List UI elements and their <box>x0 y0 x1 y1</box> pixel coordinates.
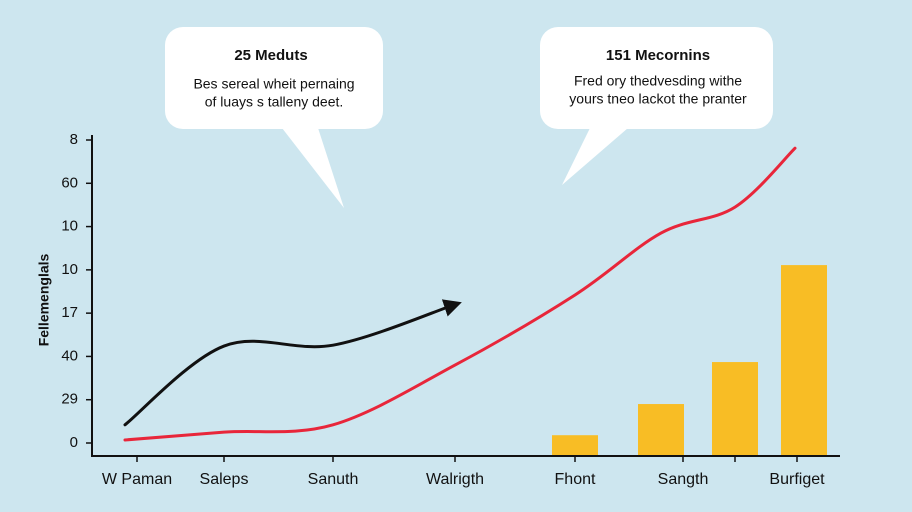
x-tick-label: Walrigth <box>426 471 484 488</box>
y-tick-label: 8 <box>70 131 78 148</box>
bubble-text: of luays s talleny deet. <box>205 94 344 110</box>
y-axis-label: Fellemenglals <box>36 253 52 346</box>
y-tick-label: 17 <box>61 304 78 321</box>
bar <box>552 435 598 455</box>
callout-2: 151 Mecornins Fred ory thedvesding withe… <box>540 27 773 185</box>
x-tick-label: Saleps <box>200 471 249 488</box>
y-tick-label: 10 <box>61 218 78 235</box>
x-tick-label: Fhont <box>555 471 596 488</box>
bar <box>638 404 684 455</box>
bubble-text: Bes sereal wheit pernaing <box>193 76 354 92</box>
line <box>123 146 797 442</box>
x-tick-label: Burfiget <box>769 471 825 488</box>
line <box>123 299 462 427</box>
x-tick-label: Sangth <box>658 471 709 488</box>
y-tick-label: 29 <box>61 391 78 408</box>
y-tick-label: 40 <box>61 347 78 364</box>
x-tick-label: Sanuth <box>308 471 359 488</box>
bar <box>781 265 827 455</box>
bubble-text: Fred ory thedvesding withe <box>574 73 742 89</box>
y-tick-label: 0 <box>70 434 78 451</box>
bubble-title: 25 Meduts <box>234 47 307 64</box>
bubble <box>165 27 383 129</box>
bubble-tail <box>282 128 344 208</box>
x-tick-label: W Paman <box>102 471 172 488</box>
bubble-tail <box>562 128 628 185</box>
y-tick-label: 10 <box>61 261 78 278</box>
bubble-text: yours tneo lackot the pranter <box>569 91 747 107</box>
bubble <box>540 27 773 129</box>
bubble-title: 151 Mecornins <box>606 47 710 64</box>
bar <box>712 362 758 455</box>
y-tick-label: 60 <box>61 174 78 191</box>
callout-1: 25 Meduts Bes sereal wheit pernaing of l… <box>165 27 383 208</box>
